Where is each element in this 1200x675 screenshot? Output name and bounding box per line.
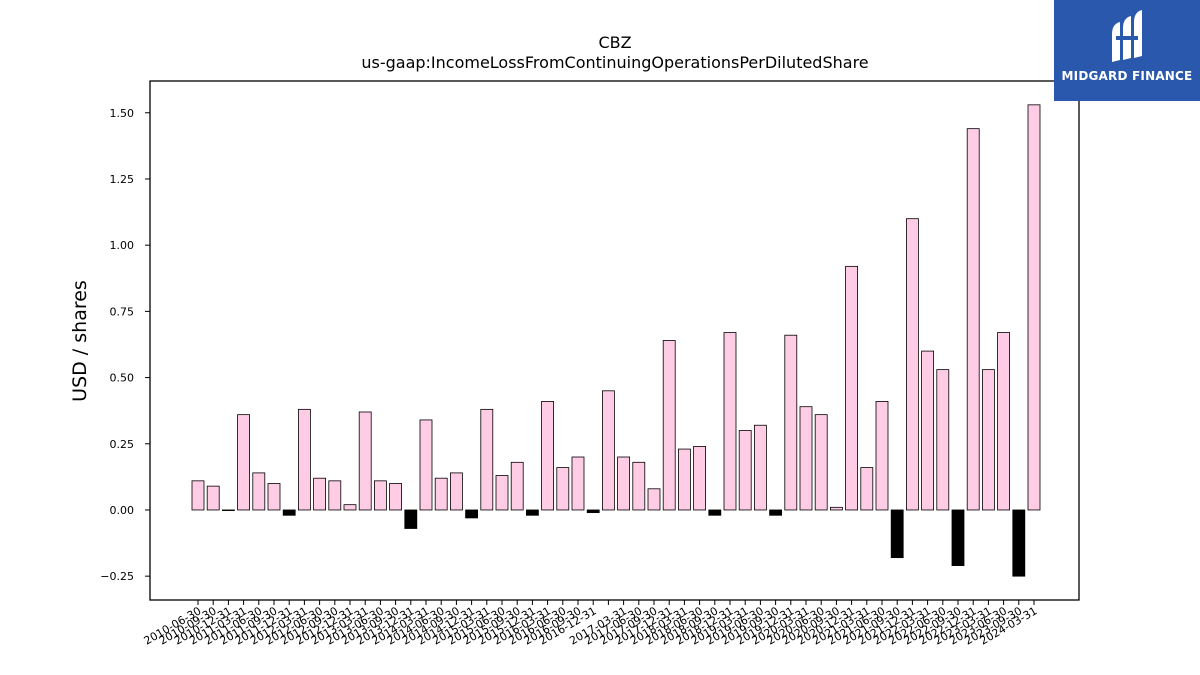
y-tick-label: −0.25 — [100, 570, 134, 583]
y-axis-ticks: −0.25 0.00 0.25 0.50 0.75 1.00 1.25 1.50 — [100, 107, 150, 583]
bar — [845, 265, 858, 511]
bar — [191, 480, 205, 511]
bar — [389, 483, 403, 511]
bar — [495, 475, 509, 511]
bar — [221, 509, 235, 511]
bar — [754, 424, 767, 511]
bar — [617, 456, 630, 511]
y-tick-label: 0.75 — [110, 305, 135, 318]
bar — [556, 467, 570, 511]
bar — [1012, 509, 1026, 577]
bar — [434, 477, 448, 511]
bar — [982, 369, 995, 511]
bar — [510, 461, 524, 511]
chart-title: CBZ — [598, 33, 631, 52]
bar — [480, 408, 494, 511]
bar — [206, 485, 220, 511]
bar — [632, 461, 646, 511]
bar — [373, 480, 387, 511]
bar — [419, 419, 433, 511]
bar — [997, 332, 1010, 511]
y-tick-label: 1.25 — [110, 173, 135, 186]
bar — [343, 504, 357, 511]
bar — [602, 390, 615, 511]
bar — [358, 411, 372, 511]
bar — [890, 509, 904, 559]
brand-logo: MIDGARD FINANCE — [1054, 0, 1200, 101]
bar — [693, 446, 706, 511]
bar — [297, 408, 311, 511]
x-axis-ticks: 2010-06-302010-09-302010-12-312011-03-31… — [142, 600, 1040, 648]
bar — [465, 509, 479, 519]
bar — [723, 332, 737, 511]
bar — [951, 509, 965, 566]
bar — [678, 448, 691, 511]
bar — [1027, 104, 1041, 511]
bar — [814, 414, 828, 511]
y-axis-label: USD / shares — [69, 280, 91, 402]
bar — [738, 430, 752, 511]
chart-subtitle: us-gaap:IncomeLossFromContinuingOperatio… — [361, 53, 868, 72]
bar — [966, 128, 980, 511]
bar — [647, 488, 661, 511]
bar — [252, 472, 266, 511]
bar — [936, 369, 950, 511]
y-tick-label: 0.00 — [110, 504, 135, 517]
bar — [875, 401, 889, 511]
plot-frame — [149, 80, 1080, 601]
bar — [784, 334, 798, 511]
bar — [541, 401, 554, 511]
bar — [906, 218, 919, 511]
bar — [526, 509, 539, 516]
bar — [830, 506, 843, 511]
y-tick-label: 0.25 — [110, 438, 135, 451]
bar — [404, 509, 418, 529]
bars-group — [191, 104, 1041, 577]
bar — [769, 509, 782, 516]
brand-name: MIDGARD FINANCE — [1061, 69, 1193, 83]
bar — [237, 414, 251, 511]
bar — [586, 509, 600, 514]
bar — [921, 350, 934, 511]
bar — [662, 340, 676, 511]
bar — [313, 477, 327, 511]
bar — [860, 467, 874, 511]
bar — [449, 472, 463, 511]
bar — [799, 406, 813, 511]
bar — [708, 509, 722, 516]
bar — [571, 456, 585, 511]
bar — [282, 509, 296, 516]
y-tick-label: 1.50 — [110, 107, 135, 120]
logo-mark-icon — [1112, 10, 1142, 62]
bar — [328, 480, 342, 511]
y-tick-label: 1.00 — [110, 239, 135, 252]
y-tick-label: 0.50 — [110, 372, 135, 385]
bar — [267, 483, 281, 511]
